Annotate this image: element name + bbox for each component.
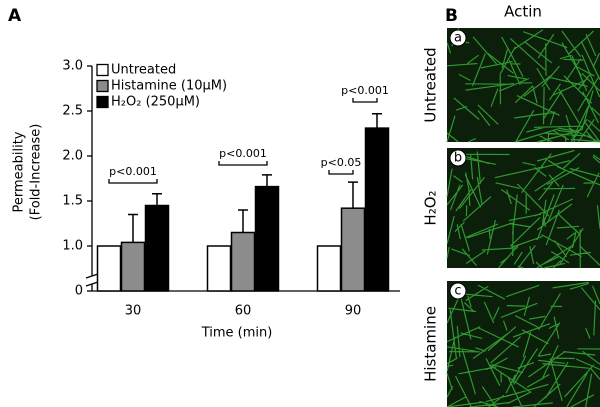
y-tick-label: 0 xyxy=(75,284,83,299)
x-axis-label: Time (min) xyxy=(201,326,273,341)
legend-swatch xyxy=(96,79,109,93)
error-bar xyxy=(128,213,138,243)
image-letter: a xyxy=(454,31,462,46)
bar xyxy=(340,207,366,292)
y-axis-label: Permeability xyxy=(12,131,27,212)
legend-swatch xyxy=(96,63,109,77)
bar xyxy=(120,241,146,292)
letter-badge xyxy=(449,29,467,47)
micrograph xyxy=(447,281,600,407)
bar xyxy=(144,204,170,292)
significance-bracket xyxy=(108,179,158,184)
y-tick-label: 3.0 xyxy=(62,59,83,74)
y-tick-label: 2.0 xyxy=(62,149,83,164)
panel-label: A xyxy=(8,6,22,26)
significance-bracket xyxy=(328,170,354,175)
actin-fibers xyxy=(446,27,600,143)
actin-fibers xyxy=(446,281,600,407)
actin-fibers xyxy=(446,149,600,269)
legend-label: Histamine (10μM) xyxy=(111,79,227,94)
significance-label: p<0.05 xyxy=(321,156,362,169)
y-axis-label: (Fold-Increase) xyxy=(29,124,44,221)
row-label: H₂O₂ xyxy=(422,190,440,225)
significance-label: p<0.001 xyxy=(109,165,157,178)
error-bar xyxy=(372,112,382,129)
y-tick-label: 1.5 xyxy=(62,194,83,209)
row-label: Untreated xyxy=(422,47,440,122)
micrograph xyxy=(447,148,600,268)
image-letter: b xyxy=(454,151,462,166)
row-label: Histamine xyxy=(422,306,440,382)
error-bar xyxy=(262,174,272,187)
y-tick-label: 1.0 xyxy=(62,239,83,254)
significance-bracket xyxy=(218,161,268,166)
error-bar xyxy=(238,209,248,233)
x-tick-label: 90 xyxy=(345,304,362,319)
significance-label: p<0.001 xyxy=(341,84,389,97)
bar xyxy=(254,185,280,292)
legend-label: Untreated xyxy=(111,63,176,78)
micrograph xyxy=(447,28,600,142)
bar xyxy=(206,245,232,292)
letter-badge xyxy=(449,149,467,167)
significance-label: p<0.001 xyxy=(219,147,267,160)
image-letter: c xyxy=(454,284,461,299)
error-bar xyxy=(152,193,162,206)
x-tick-label: 60 xyxy=(235,304,252,319)
bar xyxy=(316,245,342,292)
legend-label: H₂O₂ (250μM) xyxy=(111,95,200,110)
legend-swatch xyxy=(96,95,109,109)
letter-badge xyxy=(449,282,467,300)
axis-break xyxy=(85,273,99,287)
bar xyxy=(364,127,390,292)
y-tick-label: 2.5 xyxy=(62,104,83,119)
error-bar xyxy=(348,181,358,209)
significance-bracket xyxy=(352,98,378,103)
x-tick-label: 30 xyxy=(125,304,142,319)
bar xyxy=(96,245,122,292)
panel-label: B xyxy=(445,6,458,26)
bar xyxy=(230,231,256,292)
panel-title: Actin xyxy=(504,3,542,21)
